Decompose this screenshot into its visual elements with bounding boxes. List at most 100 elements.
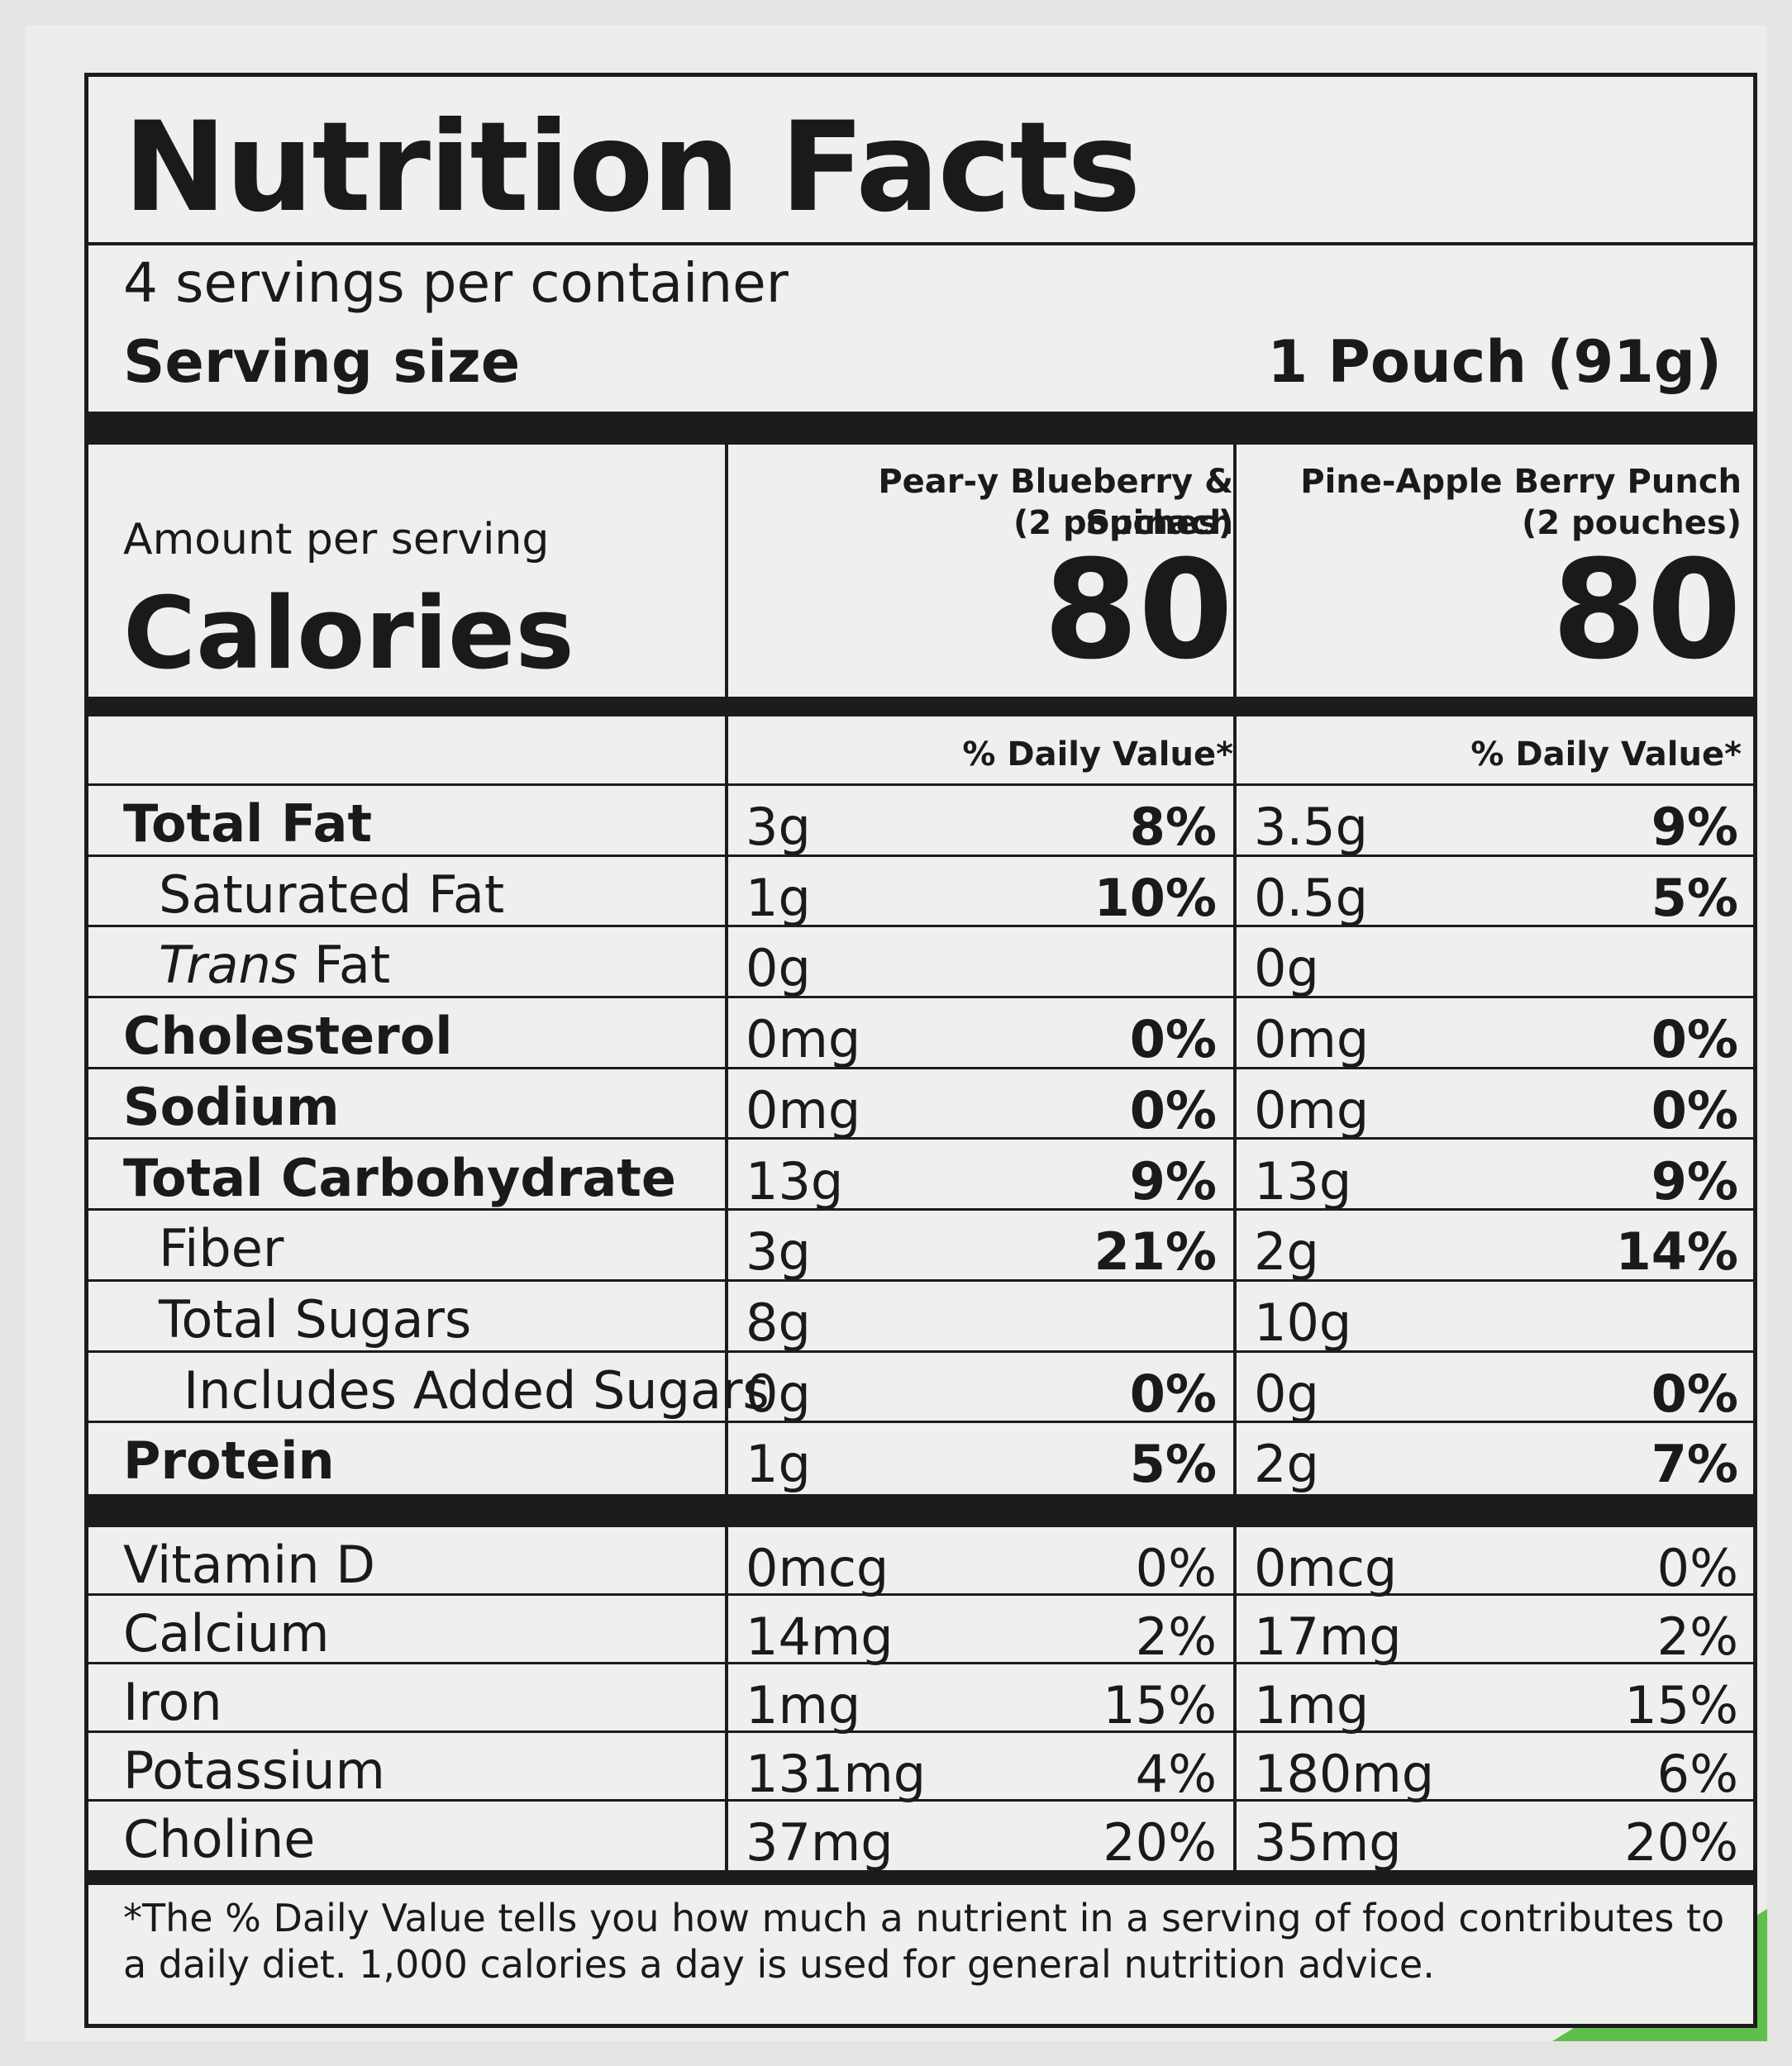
amount-cell: 0mg (1254, 1079, 1370, 1140)
daily-value-cell: 5% (1651, 867, 1738, 928)
table-row: Total Fat 3g 8% 3.5g 9% (88, 786, 1753, 857)
amount-cell: 0mcg (746, 1538, 889, 1598)
product-2-calories: 80 (1551, 531, 1742, 689)
table-row: Potassium 131mg 4% 180mg 6% (88, 1733, 1753, 1804)
amount-cell: 0mcg (1254, 1538, 1398, 1598)
daily-value-cell: 0% (1651, 1009, 1738, 1070)
daily-value-cell: 7% (1651, 1434, 1738, 1495)
column-divider (1233, 1527, 1237, 1870)
servings-per-container: 4 servings per container (123, 251, 789, 315)
amount-cell: 37mg (746, 1812, 894, 1873)
daily-value-cell: 0% (1651, 1363, 1738, 1424)
thick-divider (88, 412, 1753, 445)
divider (88, 783, 1753, 786)
dv-header-2: % Daily Value* (1470, 735, 1742, 774)
calories-label: Calories (123, 577, 574, 692)
column-divider (725, 1527, 728, 1870)
daily-value-cell: 8% (1129, 797, 1217, 857)
amount-cell: 0mg (746, 1009, 861, 1070)
amount-cell: 1g (746, 867, 811, 928)
amount-cell: 13g (1254, 1150, 1352, 1212)
amount-cell: 3.5g (1254, 797, 1368, 857)
row-divider (88, 1662, 1753, 1664)
serving-size-value: 1 Pouch (91g) (1267, 328, 1722, 396)
row-divider (88, 1208, 1753, 1212)
daily-value-cell: 10% (1094, 867, 1217, 928)
amount-cell: 13g (746, 1150, 844, 1212)
daily-value-cell: 6% (1656, 1744, 1738, 1804)
table-row: Total Carbohydrate 13g 9% 13g 9% (88, 1140, 1753, 1212)
amount-cell: 8g (746, 1292, 811, 1353)
amount-cell: 0g (1254, 1363, 1319, 1424)
daily-value-cell: 20% (1103, 1812, 1217, 1873)
thick-divider (88, 1870, 1753, 1885)
nutrient-name: Fiber (159, 1218, 284, 1279)
nutrient-name: Choline (123, 1809, 316, 1869)
nutrient-name: Iron (123, 1672, 222, 1732)
nutrient-name: Potassium (123, 1740, 385, 1801)
table-row: Choline 37mg 20% 35mg 20% (88, 1802, 1753, 1873)
daily-value-cell: 9% (1651, 1150, 1738, 1212)
row-divider (88, 1350, 1753, 1353)
table-row: Vitamin D 0mcg 0% 0mcg 0% (88, 1527, 1753, 1598)
column-divider (1233, 445, 1237, 1494)
product-1-pouches: (2 pouches) (1013, 504, 1233, 542)
amount-cell: 14mg (746, 1607, 894, 1667)
daily-value-cell: 2% (1135, 1607, 1217, 1667)
daily-value-cell: 21% (1094, 1221, 1217, 1283)
row-divider (88, 1799, 1753, 1802)
amount-cell: 0mg (746, 1079, 861, 1140)
amount-cell: 131mg (746, 1744, 927, 1804)
table-row: Trans Fat 0g 0g (88, 927, 1753, 998)
row-divider (88, 854, 1753, 857)
nutrient-name: Total Fat (123, 793, 373, 854)
row-divider (88, 1278, 1753, 1282)
daily-value-cell: 5% (1129, 1434, 1217, 1495)
footnote: *The % Daily Value tells you how much a … (123, 1896, 1725, 1987)
daily-value-cell: 15% (1624, 1675, 1738, 1735)
product-1-name: Pear-y Blueberry & Spinach (878, 463, 1233, 542)
serving-size-label: Serving size (123, 328, 521, 396)
amount-cell: 10g (1254, 1292, 1352, 1353)
amount-cell: 1mg (746, 1675, 861, 1735)
amount-cell: 0.5g (1254, 867, 1368, 928)
row-divider (88, 1137, 1753, 1140)
amount-cell: 17mg (1254, 1607, 1402, 1667)
daily-value-cell: 15% (1103, 1675, 1217, 1735)
table-row: Calcium 14mg 2% 17mg 2% (88, 1596, 1753, 1667)
daily-value-cell: 0% (1129, 1079, 1217, 1140)
nutrient-name: Vitamin D (123, 1535, 375, 1595)
nutrient-name: Cholesterol (123, 1006, 453, 1067)
dv-header-1: % Daily Value* (962, 735, 1233, 774)
nutrient-name: Total Sugars (159, 1288, 472, 1350)
daily-value-cell: 4% (1135, 1744, 1217, 1804)
table-row: Iron 1mg 15% 1mg 15% (88, 1664, 1753, 1735)
daily-value-cell: 0% (1129, 1009, 1217, 1070)
product-2-pouches: (2 pouches) (1521, 504, 1742, 542)
row-divider (88, 1421, 1753, 1424)
row-divider (88, 1066, 1753, 1069)
table-row: Total Sugars 8g 10g (88, 1282, 1753, 1353)
daily-value-cell: 0% (1135, 1538, 1217, 1598)
divider (88, 242, 1753, 245)
nutrient-name: Saturated Fat (159, 864, 505, 925)
nutrient-name: Total Carbohydrate (123, 1147, 676, 1208)
thick-divider (88, 697, 1753, 716)
table-row: Fiber 3g 21% 2g 14% (88, 1211, 1753, 1282)
product-2-name: Pine-Apple Berry Punch (1300, 463, 1742, 501)
amount-cell: 0mg (1254, 1009, 1370, 1070)
package-panel: Nutrition Facts 4 servings per container… (25, 25, 1767, 2041)
table-row: Cholesterol 0mg 0% 0mg 0% (88, 998, 1753, 1069)
amount-cell: 1mg (1254, 1675, 1370, 1735)
amount-cell: 3g (746, 1221, 811, 1283)
column-divider (725, 445, 728, 1494)
amount-cell: 2g (1254, 1434, 1319, 1495)
nutrient-name-rest: Fat (298, 935, 391, 996)
nutrient-name: Includes Added Sugars (183, 1359, 770, 1421)
nutrient-name-italic: Trans (159, 935, 298, 996)
daily-value-cell: 0% (1651, 1079, 1738, 1140)
amount-cell: 35mg (1254, 1812, 1402, 1873)
amount-cell: 3g (746, 797, 811, 857)
amount-cell: 180mg (1254, 1744, 1435, 1804)
amount-cell: 0g (746, 1363, 811, 1424)
